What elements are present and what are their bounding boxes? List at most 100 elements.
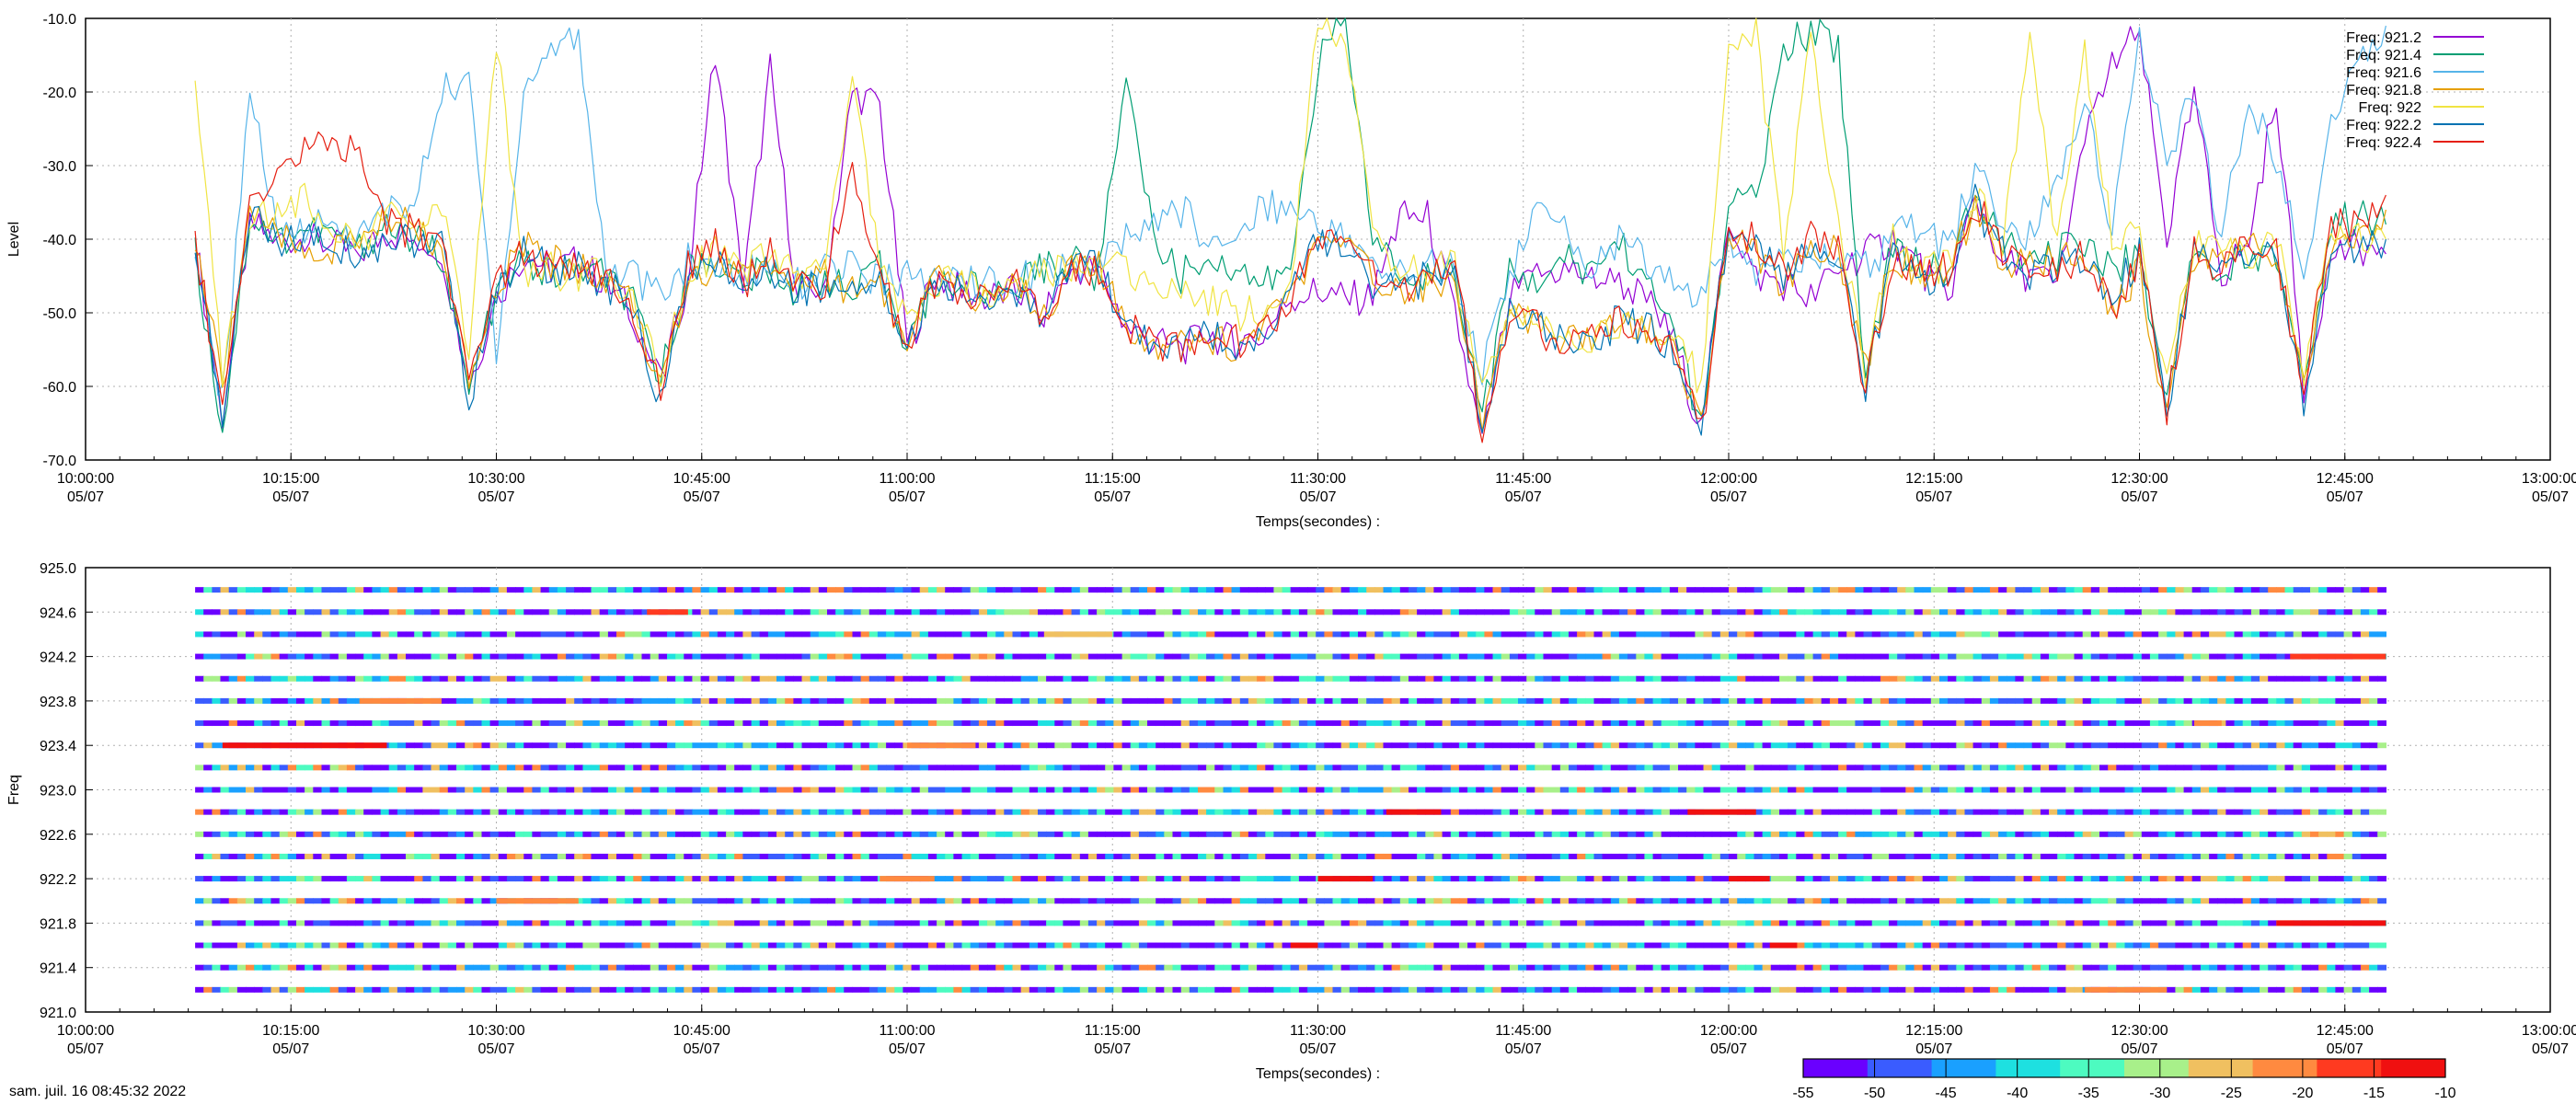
heat-cell bbox=[1695, 964, 1705, 971]
heat-cell bbox=[1939, 697, 1949, 704]
heat-cell bbox=[1551, 986, 1561, 993]
heat-cell bbox=[2225, 720, 2236, 727]
heat-cell bbox=[1610, 765, 1620, 771]
heat-cell bbox=[262, 920, 272, 926]
heat-cell bbox=[1164, 765, 1174, 771]
heat-cell bbox=[2049, 809, 2058, 815]
heat-cell bbox=[254, 631, 263, 638]
heat-cell bbox=[566, 920, 575, 926]
heat-cell bbox=[1257, 942, 1266, 949]
heat-cell bbox=[970, 720, 980, 727]
heat-cell bbox=[2175, 697, 2185, 704]
heat-cell bbox=[2031, 964, 2041, 971]
heat-cell bbox=[1804, 720, 1814, 727]
heat-cell bbox=[1526, 742, 1535, 749]
heat-cell bbox=[801, 853, 811, 859]
heat-cell bbox=[1948, 653, 1957, 660]
heat-cell bbox=[1087, 876, 1098, 882]
heat-x-date-label: 05/07 bbox=[2532, 1041, 2569, 1057]
heat-cell bbox=[1046, 942, 1055, 949]
heat-cell bbox=[2090, 920, 2100, 926]
heat-cell bbox=[523, 609, 534, 615]
heat-cell bbox=[1316, 986, 1325, 993]
heat-cell bbox=[1087, 986, 1098, 993]
heat-cell bbox=[355, 942, 364, 949]
heat-cell bbox=[692, 920, 702, 926]
heat-cell bbox=[599, 898, 609, 904]
heat-cell bbox=[2301, 742, 2311, 749]
heat-cell bbox=[1509, 742, 1519, 749]
heat-cell bbox=[2209, 920, 2218, 926]
heat-cell bbox=[439, 876, 449, 882]
heat-cell bbox=[1981, 986, 1991, 993]
heat-cell bbox=[1719, 609, 1730, 615]
heat-cell bbox=[2191, 986, 2202, 993]
heat-cell bbox=[2141, 765, 2151, 771]
heat-cell bbox=[978, 853, 988, 859]
heat-cell bbox=[2352, 876, 2362, 882]
heat-cell bbox=[886, 697, 895, 704]
heat-cell bbox=[1307, 876, 1317, 882]
heat-cell bbox=[1180, 631, 1190, 638]
heat-cell bbox=[1425, 853, 1435, 859]
heat-cell bbox=[1054, 809, 1064, 815]
heat-cell bbox=[548, 609, 558, 615]
heat-cell bbox=[2377, 831, 2386, 837]
heat-cell bbox=[1156, 631, 1165, 638]
heat-cell bbox=[397, 809, 407, 815]
heat-cell bbox=[2250, 809, 2260, 815]
heat-cell bbox=[1004, 653, 1014, 660]
heat-cell bbox=[1821, 787, 1831, 793]
heat-cell bbox=[1930, 720, 1940, 727]
heat-cell bbox=[810, 809, 820, 815]
heat-cell bbox=[2352, 675, 2362, 682]
heat-cell bbox=[1223, 787, 1233, 793]
heat-cell bbox=[2250, 876, 2260, 882]
heat-cell bbox=[2149, 876, 2159, 882]
heat-cell bbox=[1788, 986, 1797, 993]
heat-cell bbox=[2191, 653, 2202, 660]
heat-cell bbox=[2167, 876, 2177, 882]
heat-cell bbox=[1206, 631, 1215, 638]
heat-cell bbox=[2242, 631, 2252, 638]
heat-cell bbox=[700, 809, 710, 815]
heat-cell bbox=[346, 609, 356, 615]
heat-cell bbox=[1636, 853, 1646, 859]
heat-cell bbox=[1754, 853, 1764, 859]
heat-cell bbox=[1476, 631, 1485, 638]
heat-cell bbox=[886, 609, 895, 615]
heat-cell bbox=[406, 853, 415, 859]
heat-cell bbox=[675, 742, 684, 749]
heat-cell bbox=[439, 986, 449, 993]
heat-cell bbox=[246, 942, 255, 949]
heat-cell bbox=[894, 920, 904, 926]
heat-cell bbox=[1930, 831, 1940, 837]
heat-cell bbox=[363, 765, 373, 771]
line-x-date-label: 05/07 bbox=[1505, 489, 1542, 505]
heat-cell bbox=[1409, 631, 1418, 638]
heat-cell bbox=[1518, 742, 1527, 749]
heat-cell bbox=[515, 986, 524, 993]
heat-cell bbox=[329, 920, 339, 926]
heat-cell bbox=[810, 720, 820, 727]
heat-cell bbox=[2175, 809, 2185, 815]
heat-cell bbox=[734, 675, 743, 682]
heat-cell bbox=[1939, 609, 1949, 615]
heat-cell bbox=[1358, 675, 1367, 682]
heat-cell bbox=[2057, 675, 2066, 682]
heat-cell bbox=[1138, 920, 1148, 926]
heat-cell bbox=[2242, 986, 2252, 993]
heat-cell bbox=[1391, 853, 1401, 859]
line-y-tick-label: -70.0 bbox=[43, 454, 77, 469]
heat-cell bbox=[1636, 920, 1646, 926]
heat-cell bbox=[742, 720, 753, 727]
heat-cell bbox=[532, 876, 542, 882]
heat-cell bbox=[2049, 831, 2058, 837]
heat-cell bbox=[2360, 675, 2370, 682]
heat-cell bbox=[894, 809, 904, 815]
heat-cell bbox=[355, 876, 364, 882]
heat-cell bbox=[1105, 876, 1114, 882]
heat-cell bbox=[431, 631, 441, 638]
heat-cell bbox=[708, 809, 719, 815]
heat-row-923.6 bbox=[195, 720, 2386, 727]
